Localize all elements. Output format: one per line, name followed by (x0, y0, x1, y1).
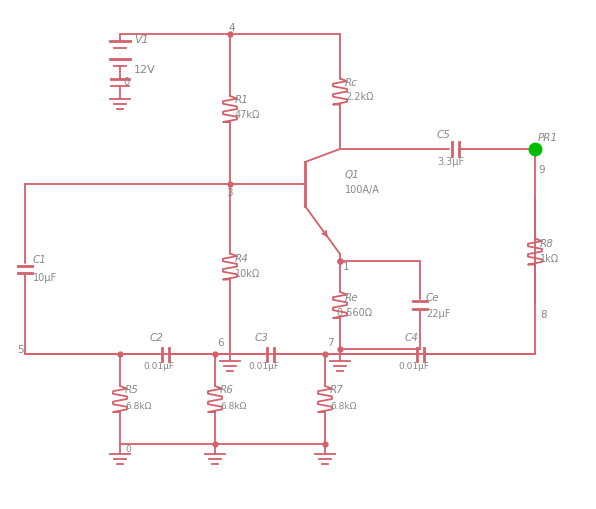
Text: R6: R6 (220, 384, 234, 394)
Text: 12V: 12V (134, 65, 156, 75)
Text: 6.8kΩ: 6.8kΩ (125, 402, 151, 411)
Text: C4: C4 (405, 332, 419, 343)
Text: 1kΩ: 1kΩ (540, 254, 559, 264)
Text: 10μF: 10μF (33, 272, 57, 282)
Text: R1: R1 (235, 95, 249, 105)
Text: 3: 3 (226, 188, 232, 197)
Text: 7: 7 (327, 337, 334, 347)
Text: C3: C3 (255, 332, 269, 343)
Text: 22μF: 22μF (426, 308, 451, 318)
Text: 0 560Ω: 0 560Ω (337, 307, 372, 318)
Text: R5: R5 (125, 384, 139, 394)
Text: Rc: Rc (345, 77, 358, 88)
Text: 10kΩ: 10kΩ (235, 269, 260, 279)
Text: 1: 1 (343, 262, 350, 271)
Text: 4: 4 (228, 23, 235, 33)
Text: 6.8kΩ: 6.8kΩ (220, 402, 246, 411)
Text: R8: R8 (540, 239, 554, 249)
Text: 0: 0 (123, 77, 129, 87)
Text: V1: V1 (134, 35, 149, 45)
Text: 0.01μF: 0.01μF (398, 362, 429, 371)
Text: 100A/A: 100A/A (345, 185, 380, 194)
Text: 0.01μF: 0.01μF (143, 362, 174, 371)
Text: 5: 5 (17, 344, 24, 354)
Text: Ce: Ce (426, 293, 440, 302)
Text: R7: R7 (330, 384, 344, 394)
Text: Re: Re (345, 293, 359, 302)
Text: C2: C2 (150, 332, 164, 343)
Text: 0.01μF: 0.01μF (248, 362, 279, 371)
Text: 3.3μF: 3.3μF (437, 157, 464, 166)
Text: C1: C1 (33, 254, 47, 265)
Text: 6: 6 (217, 337, 224, 347)
Text: R4: R4 (235, 254, 249, 264)
Text: Q1: Q1 (345, 169, 360, 180)
Text: 6.8kΩ: 6.8kΩ (330, 402, 356, 411)
Text: 47kΩ: 47kΩ (235, 110, 260, 120)
Text: 0: 0 (125, 445, 131, 454)
Text: C5: C5 (437, 130, 451, 140)
Text: 8: 8 (540, 309, 547, 319)
Text: PR1: PR1 (538, 133, 558, 143)
Text: 9: 9 (538, 165, 545, 175)
Text: 2.2kΩ: 2.2kΩ (345, 92, 374, 102)
